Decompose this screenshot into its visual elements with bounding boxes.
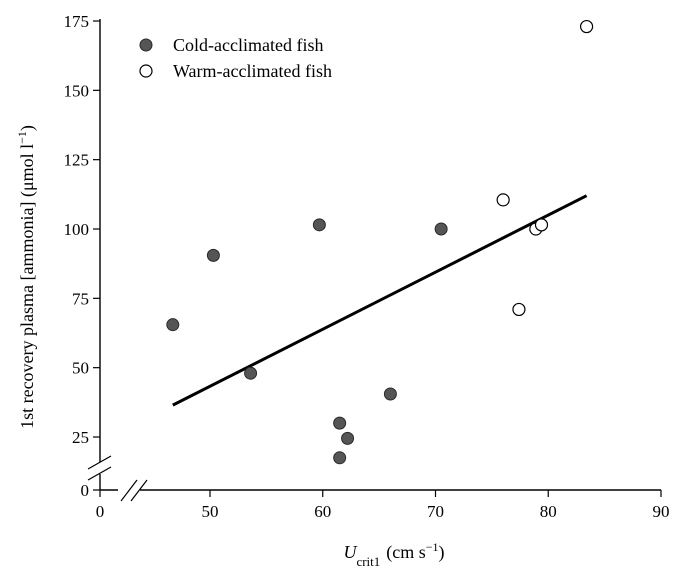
cold-fish-point	[312, 218, 326, 232]
regression-line-group	[172, 194, 588, 407]
x-tick-label: 60	[314, 502, 331, 521]
warm-fish-point	[579, 19, 594, 34]
cold-fish-point	[206, 248, 220, 262]
y-tick-label: 150	[64, 81, 90, 100]
cold-fish-point	[333, 451, 347, 465]
axes	[87, 19, 661, 502]
cold-fish-point	[244, 366, 258, 380]
cold-fish-point	[333, 416, 347, 430]
y-tick-label: 50	[72, 359, 89, 378]
legend-marker-warm	[139, 64, 153, 78]
cold-fish-point	[166, 318, 180, 332]
x-tick-label: 90	[653, 502, 670, 521]
cold-fish-point	[341, 431, 355, 445]
x-tick-label: 70	[427, 502, 444, 521]
x-tick-label: 0	[96, 502, 105, 521]
x-tick-label: 80	[540, 502, 557, 521]
data-points	[166, 19, 594, 465]
y-tick-label: 175	[64, 12, 90, 31]
x-tick-label: 50	[202, 502, 219, 521]
y-tick-label: 100	[64, 220, 90, 239]
x-axis-ticks: 0 50 60 70 80 90	[96, 490, 670, 521]
y-axis-ticks: 0 25 50 75 100 125 150 175	[64, 12, 100, 500]
legend-marker-cold	[139, 38, 153, 52]
regression-line	[172, 194, 588, 407]
y-axis-break-mark	[87, 466, 112, 481]
warm-fish-point	[534, 218, 549, 232]
y-tick-label: 25	[72, 428, 89, 447]
warm-fish-point	[496, 193, 510, 207]
x-axis-break-mark	[120, 479, 138, 502]
y-tick-label: 75	[72, 289, 89, 308]
y-tick-label: 0	[81, 481, 90, 500]
cold-fish-point	[434, 222, 448, 236]
legend-label-cold: Cold-acclimated fish	[173, 35, 323, 55]
x-axis-break-mark	[130, 479, 148, 502]
y-axis-title: 1st recovery plasma [ammonia] (μmol l−1)	[15, 125, 38, 429]
y-tick-label: 125	[64, 151, 90, 170]
cold-fish-point	[383, 387, 397, 401]
warm-fish-point	[512, 302, 526, 317]
legend: Cold-acclimated fish Warm-acclimated fis…	[139, 35, 332, 81]
legend-label-warm: Warm-acclimated fish	[173, 61, 332, 81]
x-axis-title: Ucrit1 (cm s−1)	[343, 540, 444, 569]
y-axis-break-mark	[87, 455, 112, 470]
